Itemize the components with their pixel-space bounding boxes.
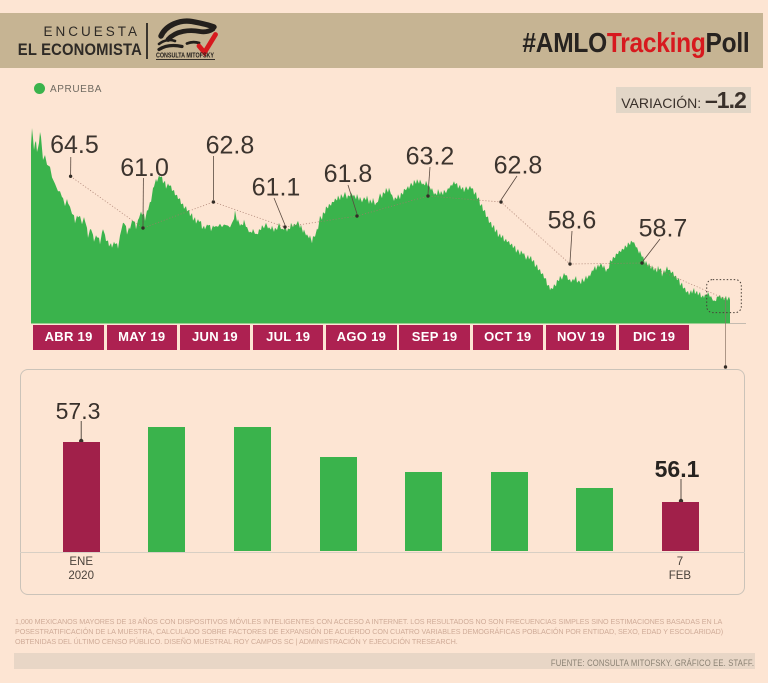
svg-text:61.0: 61.0 <box>120 154 169 182</box>
svg-text:CONSULTA MITOFSKY: CONSULTA MITOFSKY <box>156 51 214 60</box>
svg-text:58.7: 58.7 <box>639 215 688 243</box>
svg-text:64.5: 64.5 <box>50 131 99 159</box>
svg-text:62.8: 62.8 <box>494 152 543 180</box>
svg-text:61.8: 61.8 <box>324 160 373 188</box>
svg-text:63.2: 63.2 <box>406 143 455 171</box>
svg-text:62.8: 62.8 <box>206 132 255 160</box>
svg-text:58.6: 58.6 <box>548 207 597 235</box>
svg-text:61.1: 61.1 <box>252 174 301 202</box>
